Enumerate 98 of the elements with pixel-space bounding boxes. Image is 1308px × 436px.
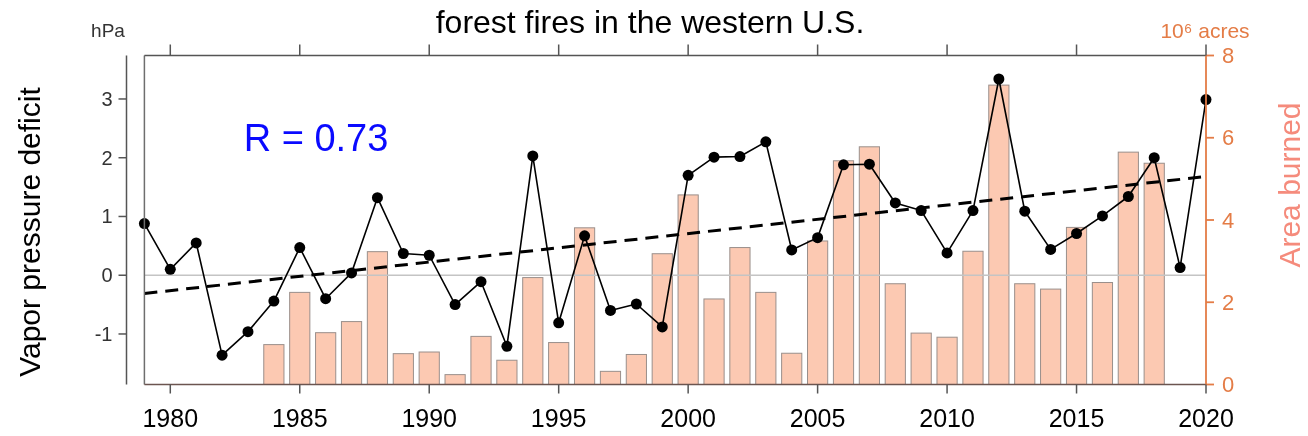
point [630, 298, 642, 310]
bar [1014, 283, 1036, 385]
x-tick-label: 2010 [919, 404, 975, 432]
text: hPa [91, 20, 126, 41]
y2-tick-label: 4 [1222, 207, 1235, 233]
bar [1143, 162, 1165, 385]
bar [677, 194, 699, 385]
bar [496, 359, 518, 385]
bar [988, 84, 1010, 385]
point [812, 232, 824, 244]
bar [910, 332, 932, 385]
bar [729, 247, 751, 385]
x-tick-label: 1985 [271, 404, 328, 432]
x-tick-label: 2000 [660, 404, 716, 432]
bar [392, 353, 414, 385]
bar [315, 332, 337, 385]
y-tick-label: 2 [101, 146, 113, 169]
point [1122, 191, 1134, 202]
text: 10⁶ acres [1160, 19, 1250, 42]
y-axis-title: Vapor pressure deficit [13, 86, 46, 377]
bar [832, 160, 855, 385]
y-tick-label: 0 [101, 264, 113, 287]
point [656, 321, 668, 333]
point [527, 150, 539, 162]
bar [781, 352, 803, 385]
bar [1065, 226, 1088, 385]
bar [1040, 288, 1062, 385]
point [294, 242, 306, 254]
point [423, 249, 435, 261]
point [941, 247, 953, 259]
y2-axis-title: Area burned [1273, 102, 1306, 268]
y-tick-label: 1 [101, 205, 113, 228]
point [371, 192, 383, 204]
x-tick-label: 1995 [530, 404, 587, 432]
point [1174, 262, 1186, 274]
bar [470, 335, 492, 385]
point [242, 326, 254, 338]
x-tick-label: 1980 [142, 404, 199, 432]
bar [340, 321, 363, 385]
y-tick-label: -1 [94, 322, 113, 345]
point [1019, 205, 1031, 217]
bar [703, 298, 725, 385]
bar [444, 374, 466, 385]
bar [522, 277, 544, 385]
point [1071, 228, 1083, 240]
y2-tick-label: 6 [1222, 125, 1235, 151]
y2-tick-label: 8 [1222, 43, 1235, 69]
point [708, 151, 720, 163]
bar [858, 146, 880, 385]
point [1045, 243, 1057, 255]
point [190, 237, 202, 249]
bar [1091, 282, 1114, 385]
point [786, 244, 798, 256]
bar [366, 251, 389, 385]
point [838, 159, 849, 171]
point [863, 158, 875, 170]
point [760, 136, 772, 148]
point [449, 299, 461, 311]
point [268, 295, 280, 307]
x-tick-label: 1990 [401, 404, 458, 432]
bar [755, 291, 777, 385]
point [553, 317, 565, 329]
bar [289, 291, 311, 385]
point [475, 276, 487, 288]
bar [807, 240, 829, 385]
bar [1117, 151, 1139, 385]
point [397, 247, 409, 259]
bar [625, 353, 647, 385]
bar [573, 227, 596, 385]
point [579, 230, 591, 242]
x-tick-label: 2005 [789, 404, 846, 432]
y2-tick-label: 0 [1222, 372, 1235, 398]
bar [418, 351, 440, 385]
point [734, 151, 746, 163]
point [216, 349, 228, 361]
point [889, 197, 901, 209]
bar [651, 253, 673, 385]
x-tick-label: 2015 [1048, 404, 1105, 432]
bar [599, 370, 622, 385]
bar [263, 344, 285, 385]
point [1096, 210, 1108, 222]
point [604, 304, 616, 316]
chart-title: forest fires in the western U.S. [435, 4, 865, 40]
point [993, 73, 1005, 85]
point [164, 263, 176, 275]
bar [884, 283, 906, 385]
y2-tick-label: 2 [1222, 289, 1235, 315]
point [320, 293, 332, 305]
bar [936, 336, 958, 385]
point [682, 169, 694, 181]
x-tick-label: 2020 [1178, 404, 1234, 432]
annotation: R = 0.73 [243, 117, 389, 159]
bar [548, 342, 570, 385]
point [967, 205, 979, 217]
point [501, 340, 513, 352]
y-tick-label: 3 [101, 87, 113, 110]
point [1148, 152, 1160, 164]
bar [962, 250, 984, 385]
